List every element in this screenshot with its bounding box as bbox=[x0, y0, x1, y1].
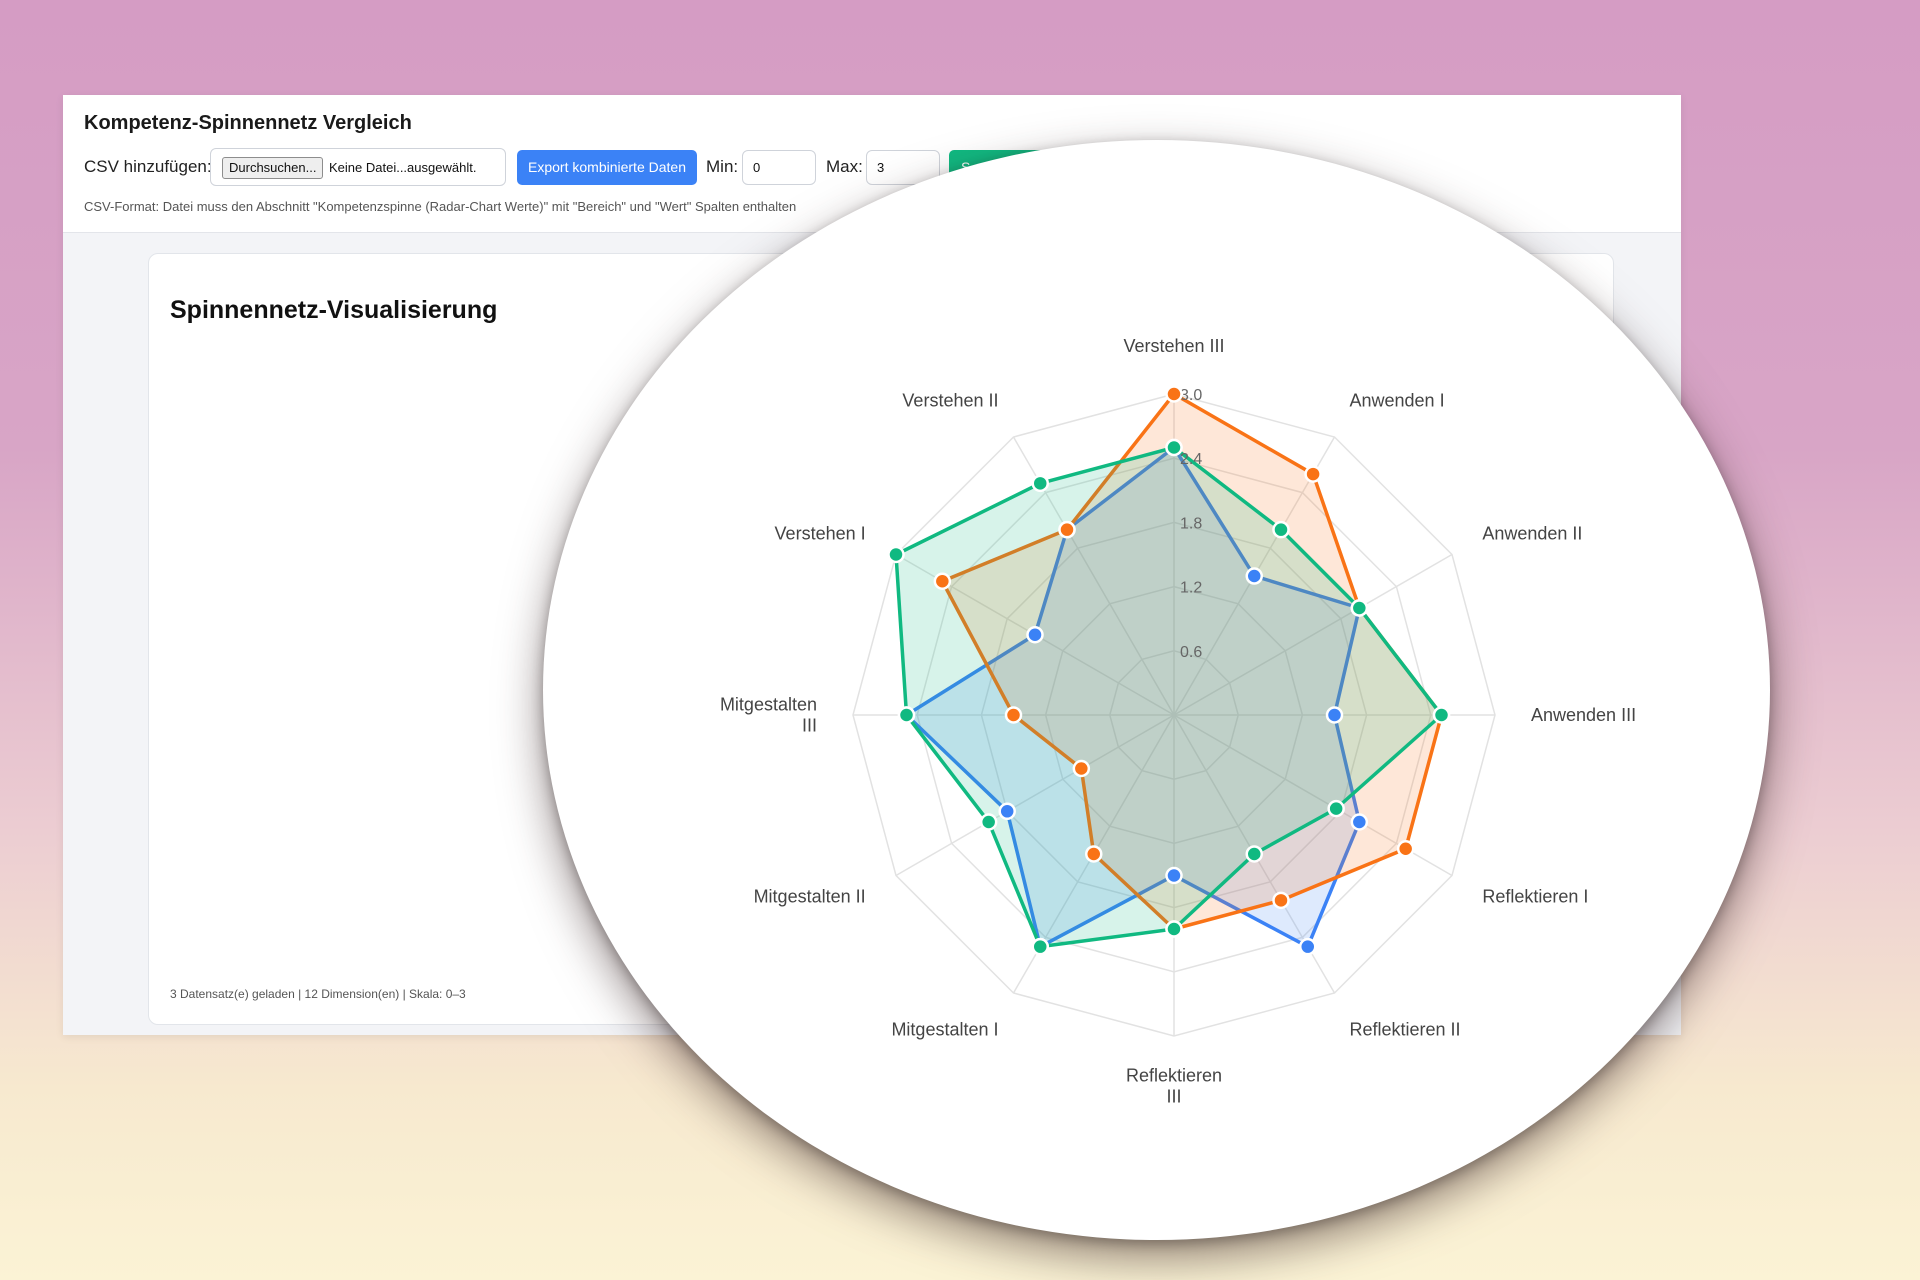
data-point-series-3 bbox=[1272, 520, 1290, 539]
data-point-series-2 bbox=[1004, 706, 1023, 724]
data-point-series-3 bbox=[887, 545, 905, 564]
max-label: Max: bbox=[826, 157, 863, 176]
data-point-series-2 bbox=[1058, 520, 1076, 539]
data-point-series-3 bbox=[897, 706, 916, 724]
csv-add-label: CSV hinzufügen: bbox=[84, 157, 212, 176]
data-point-series-3 bbox=[979, 813, 998, 831]
tick-label: 2.4 bbox=[1180, 451, 1202, 468]
axis-label: Mitgestalten I bbox=[891, 1019, 998, 1039]
data-point-series-3 bbox=[1165, 438, 1183, 457]
tick-label: 0.6 bbox=[1180, 644, 1202, 661]
data-point-series-1 bbox=[998, 802, 1016, 821]
data-point-series-2 bbox=[1396, 840, 1415, 858]
axis-label: Anwenden III bbox=[1531, 705, 1636, 725]
data-point-series-3 bbox=[1031, 474, 1049, 493]
axis-label: Reflektieren I bbox=[1482, 887, 1588, 907]
grid-spoke bbox=[1173, 553, 1453, 716]
file-status-text: Keine Datei...ausgewählt. bbox=[329, 160, 477, 175]
magnifier-lens: 0.6 1.2 1.8 2.4 3.0 Verstehen III Anwenden I An… bbox=[543, 140, 1770, 1240]
data-point-series-2 bbox=[1272, 891, 1290, 910]
axis-label: Verstehen II bbox=[902, 391, 998, 411]
data-point-series-2 bbox=[1165, 385, 1183, 403]
status-line: 3 Datensatz(e) geladen | 12 Dimension(en… bbox=[170, 987, 466, 1001]
data-point-series-3 bbox=[1327, 799, 1345, 818]
data-point-series-3 bbox=[1031, 937, 1049, 956]
data-point-series-1 bbox=[1245, 567, 1263, 585]
data-point-series-3 bbox=[1350, 599, 1369, 617]
browse-button[interactable]: Durchsuchen... bbox=[222, 157, 324, 179]
toolbar: Kompetenz-Spinnennetz Vergleich CSV hinz… bbox=[63, 95, 1681, 233]
tick-label: 1.8 bbox=[1180, 515, 1202, 532]
axis-label: Mitgestalten III bbox=[720, 695, 817, 736]
axis-label: Verstehen III bbox=[1123, 336, 1224, 356]
grid-spoke bbox=[895, 714, 1175, 877]
min-label: Min: bbox=[706, 157, 739, 176]
data-point-series-3 bbox=[1245, 845, 1263, 863]
data-point-series-2 bbox=[1072, 759, 1091, 778]
min-input[interactable]: 0 bbox=[742, 150, 816, 185]
card-title: Spinnennetz-Visualisierung bbox=[170, 296, 498, 324]
axis-label: Verstehen I bbox=[775, 524, 866, 544]
axis-label: Reflektieren II bbox=[1350, 1019, 1461, 1039]
tick-label: 1.2 bbox=[1180, 580, 1202, 597]
data-point-series-1 bbox=[1325, 706, 1344, 724]
data-point-series-1 bbox=[1026, 626, 1044, 644]
data-point-series-2 bbox=[933, 572, 952, 590]
csv-format-hint: CSV-Format: Datei muss den Abschnitt "Ko… bbox=[84, 199, 797, 214]
axis-label: Anwenden I bbox=[1350, 391, 1445, 411]
export-combined-button[interactable]: Export kombinierte Daten bbox=[517, 150, 697, 185]
csv-file-input[interactable]: Durchsuchen... Keine Datei...ausgewählt. bbox=[210, 148, 506, 186]
axis-label: Reflektieren III bbox=[1126, 1066, 1222, 1107]
axis-label: Anwenden II bbox=[1482, 524, 1582, 544]
data-point-series-2 bbox=[1085, 845, 1103, 863]
axis-label: Mitgestalten II bbox=[754, 887, 866, 907]
app-title: Kompetenz-Spinnennetz Vergleich bbox=[84, 112, 412, 134]
data-point-series-1 bbox=[1299, 937, 1317, 956]
data-point-series-3 bbox=[1165, 920, 1183, 938]
data-point-series-1 bbox=[1165, 866, 1183, 885]
tick-label: 3.0 bbox=[1180, 387, 1202, 404]
data-point-series-3 bbox=[1432, 706, 1451, 724]
data-point-series-2 bbox=[1304, 465, 1322, 483]
data-point-series-1 bbox=[1350, 813, 1369, 831]
radar-chart: 0.6 1.2 1.8 2.4 3.0 Verstehen III Anwenden I An… bbox=[720, 336, 1636, 1107]
